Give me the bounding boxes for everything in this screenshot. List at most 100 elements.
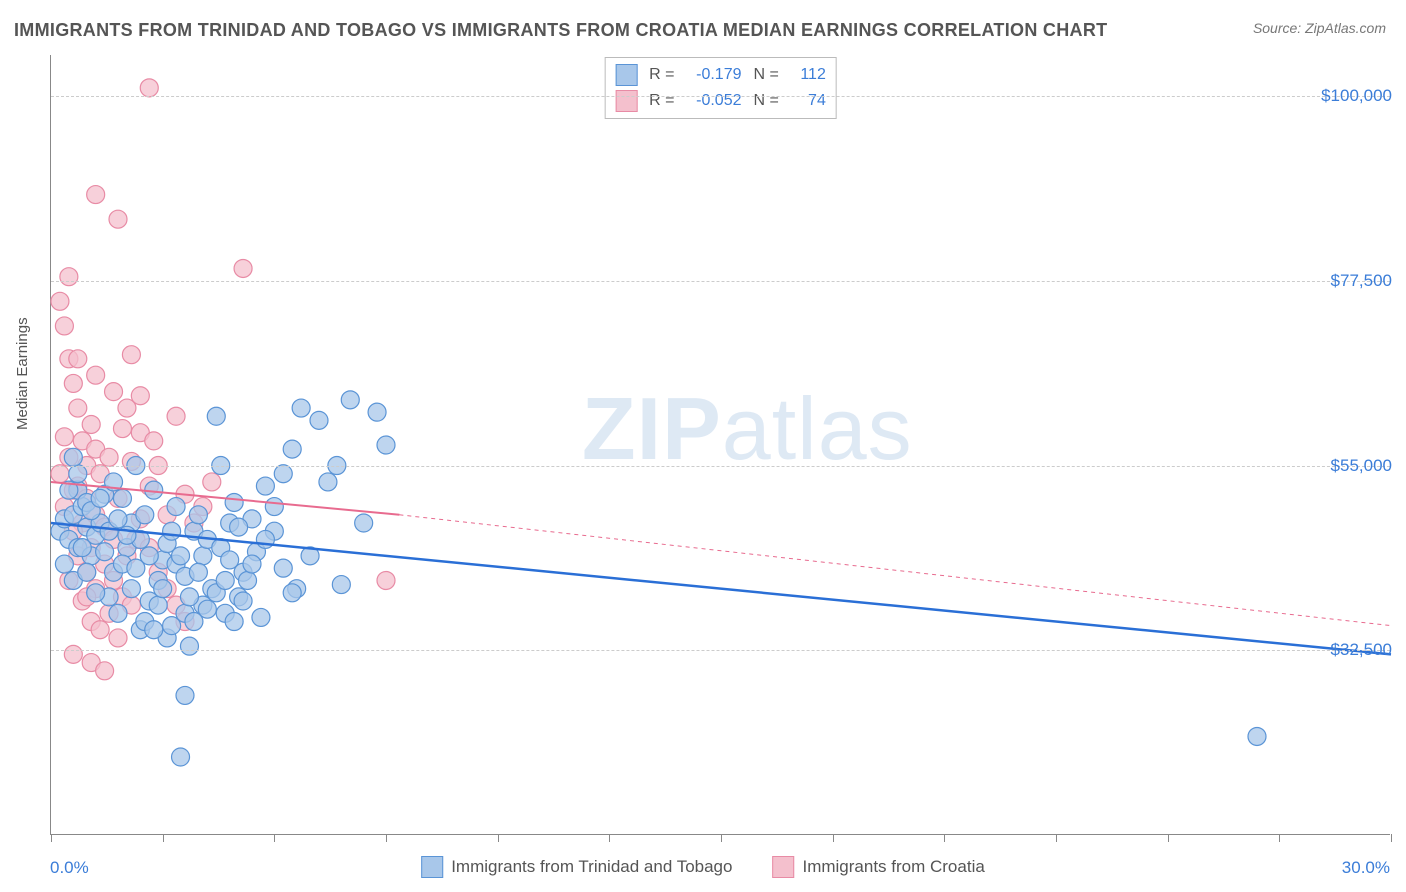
- scatter-point: [341, 391, 359, 409]
- scatter-point: [145, 621, 163, 639]
- scatter-point: [55, 317, 73, 335]
- source-label: Source: ZipAtlas.com: [1253, 20, 1386, 36]
- scatter-point: [283, 440, 301, 458]
- scatter-point: [283, 584, 301, 602]
- x-tick-mark: [944, 834, 945, 842]
- stats-swatch: [615, 90, 637, 112]
- scatter-point: [176, 686, 194, 704]
- scatter-point: [122, 580, 140, 598]
- scatter-point: [64, 374, 82, 392]
- scatter-point: [64, 645, 82, 663]
- scatter-point: [252, 608, 270, 626]
- scatter-point: [96, 543, 114, 561]
- scatter-point: [198, 600, 216, 618]
- scatter-point: [69, 350, 87, 368]
- x-tick-mark: [1056, 834, 1057, 842]
- stats-r-value: -0.052: [687, 92, 742, 110]
- scatter-point: [140, 79, 158, 97]
- scatter-point: [216, 571, 234, 589]
- scatter-point: [189, 563, 207, 581]
- x-tick-mark: [51, 834, 52, 842]
- scatter-point: [274, 559, 292, 577]
- scatter-point: [87, 186, 105, 204]
- scatter-point: [180, 588, 198, 606]
- scatter-point: [203, 473, 221, 491]
- stats-row: R =-0.179N =112: [615, 62, 826, 88]
- scatter-point: [167, 407, 185, 425]
- scatter-point: [234, 592, 252, 610]
- trendline-dashed: [399, 515, 1391, 626]
- scatter-point: [87, 366, 105, 384]
- scatter-point: [172, 547, 190, 565]
- gridline: [51, 96, 1390, 97]
- scatter-point: [109, 604, 127, 622]
- scatter-point: [207, 407, 225, 425]
- gridline: [51, 650, 1390, 651]
- legend-label: Immigrants from Trinidad and Tobago: [451, 857, 732, 877]
- x-tick-mark: [163, 834, 164, 842]
- x-tick-mark: [721, 834, 722, 842]
- stats-r-label: R =: [649, 66, 674, 84]
- x-tick-mark: [1279, 834, 1280, 842]
- scatter-point: [127, 559, 145, 577]
- stats-n-label: N =: [754, 92, 779, 110]
- scatter-point: [136, 506, 154, 524]
- scatter-point: [180, 637, 198, 655]
- scatter-point: [131, 387, 149, 405]
- scatter-point: [234, 259, 252, 277]
- legend-swatch: [421, 856, 443, 878]
- scatter-point: [243, 555, 261, 573]
- scatter-point: [55, 555, 73, 573]
- y-tick-label: $77,500: [1331, 271, 1392, 291]
- scatter-point: [109, 510, 127, 528]
- scatter-point: [274, 465, 292, 483]
- y-axis-label: Median Earnings: [14, 317, 31, 430]
- stats-n-value: 74: [791, 92, 826, 110]
- scatter-point: [51, 292, 69, 310]
- scatter-point: [113, 489, 131, 507]
- legend-label: Immigrants from Croatia: [802, 857, 984, 877]
- scatter-point: [256, 477, 274, 495]
- scatter-point: [239, 571, 257, 589]
- scatter-point: [1248, 727, 1266, 745]
- scatter-point: [60, 268, 78, 286]
- scatter-point: [319, 473, 337, 491]
- stats-n-value: 112: [791, 66, 826, 84]
- chart-svg: [51, 55, 1390, 834]
- y-tick-label: $32,500: [1331, 640, 1392, 660]
- scatter-point: [225, 613, 243, 631]
- scatter-point: [292, 399, 310, 417]
- stats-box: R =-0.179N =112R =-0.052N =74: [604, 57, 837, 119]
- scatter-point: [310, 411, 328, 429]
- scatter-point: [355, 514, 373, 532]
- stats-r-value: -0.179: [687, 66, 742, 84]
- scatter-point: [91, 489, 109, 507]
- legend-item: Immigrants from Croatia: [772, 856, 984, 878]
- scatter-point: [96, 662, 114, 680]
- scatter-point: [69, 399, 87, 417]
- scatter-point: [194, 547, 212, 565]
- y-tick-label: $100,000: [1321, 86, 1392, 106]
- scatter-point: [377, 571, 395, 589]
- x-min-label: 0.0%: [50, 858, 89, 878]
- stats-row: R =-0.052N =74: [615, 88, 826, 114]
- scatter-point: [91, 621, 109, 639]
- chart-title: IMMIGRANTS FROM TRINIDAD AND TOBAGO VS I…: [14, 20, 1107, 41]
- x-tick-mark: [386, 834, 387, 842]
- scatter-point: [78, 563, 96, 581]
- scatter-point: [167, 498, 185, 516]
- scatter-point: [332, 576, 350, 594]
- gridline: [51, 466, 1390, 467]
- x-tick-mark: [609, 834, 610, 842]
- scatter-point: [154, 580, 172, 598]
- gridline: [51, 281, 1390, 282]
- scatter-point: [109, 629, 127, 647]
- x-tick-mark: [833, 834, 834, 842]
- scatter-point: [163, 522, 181, 540]
- scatter-point: [230, 518, 248, 536]
- scatter-point: [51, 465, 69, 483]
- scatter-point: [113, 420, 131, 438]
- scatter-point: [87, 584, 105, 602]
- scatter-point: [189, 506, 207, 524]
- legend-bottom: Immigrants from Trinidad and Tobago Immig…: [421, 856, 985, 878]
